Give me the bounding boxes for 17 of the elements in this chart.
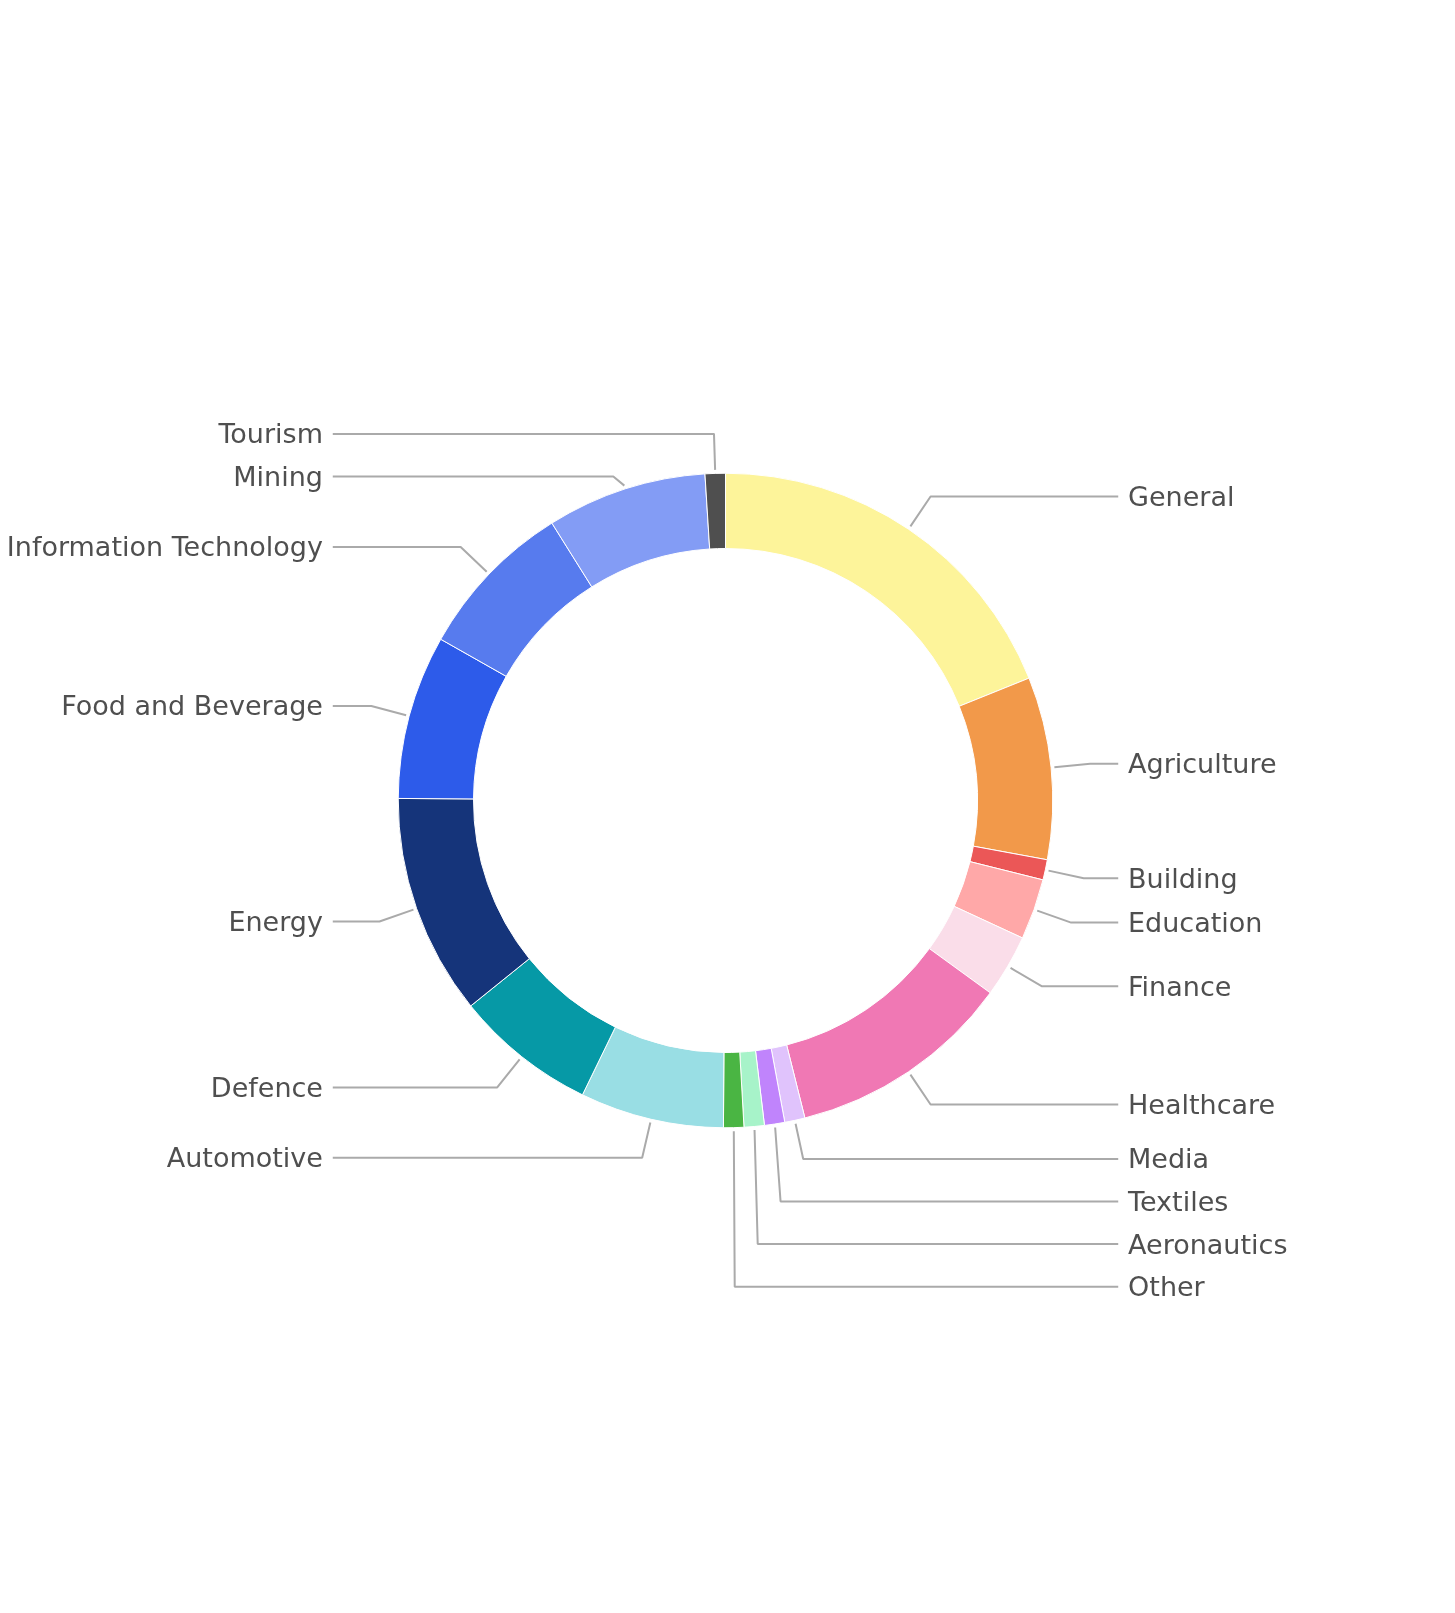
slice-label: Mining (233, 460, 323, 492)
slice-label: Information Technology (6, 531, 323, 563)
slice-label: Textiles (1127, 1186, 1229, 1218)
slice-label: Food and Beverage (61, 690, 323, 722)
slice-label: General (1128, 480, 1235, 512)
slice-label: Automotive (166, 1142, 323, 1174)
slice-label: Energy (228, 905, 323, 937)
slice-label: Defence (210, 1071, 323, 1103)
slice-label: Media (1128, 1143, 1210, 1175)
slice-label: Finance (1128, 970, 1232, 1002)
slice-label: Healthcare (1128, 1089, 1276, 1121)
slice-label: Aeronautics (1128, 1228, 1288, 1260)
slice-label: Education (1128, 907, 1263, 939)
slice-label: Tourism (217, 418, 323, 450)
slice-label: Agriculture (1128, 748, 1277, 780)
slice-label: Building (1128, 862, 1238, 894)
slice-label: Other (1128, 1271, 1206, 1303)
